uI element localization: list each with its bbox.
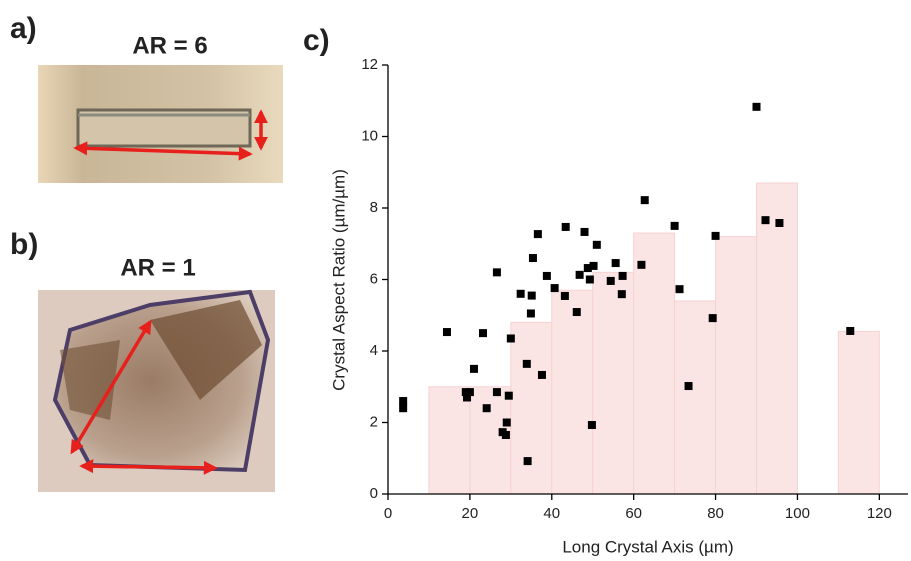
data-point bbox=[537, 370, 546, 379]
data-point bbox=[478, 329, 487, 338]
histogram-bar bbox=[633, 232, 676, 495]
panel-label: b) bbox=[10, 228, 38, 261]
data-point bbox=[516, 289, 525, 298]
data-point bbox=[442, 328, 451, 337]
data-point bbox=[684, 382, 693, 391]
panel-label: a) bbox=[10, 12, 37, 45]
data-point bbox=[399, 404, 408, 413]
data-point bbox=[482, 404, 491, 413]
data-point bbox=[617, 290, 626, 299]
histogram-bar bbox=[837, 330, 880, 495]
data-point bbox=[504, 391, 513, 400]
data-point bbox=[492, 268, 501, 277]
data-point bbox=[528, 254, 537, 263]
histogram-bar bbox=[592, 271, 635, 495]
data-point bbox=[461, 388, 470, 397]
data-point bbox=[463, 393, 472, 402]
data-point bbox=[523, 457, 532, 466]
photo-b bbox=[38, 289, 275, 492]
data-point bbox=[492, 388, 501, 397]
photo-a bbox=[38, 65, 283, 183]
data-point bbox=[637, 260, 646, 269]
histogram-bar bbox=[715, 236, 758, 495]
data-point bbox=[585, 275, 594, 284]
data-point bbox=[670, 221, 679, 230]
y-tick-label: 0 bbox=[370, 485, 378, 502]
data-point bbox=[572, 308, 581, 317]
y-tick-label: 10 bbox=[361, 127, 378, 144]
histogram-bar bbox=[551, 289, 594, 495]
y-tick-label: 2 bbox=[370, 413, 378, 430]
data-point bbox=[502, 418, 511, 427]
data-point bbox=[550, 284, 559, 293]
data-point bbox=[522, 359, 531, 368]
data-point bbox=[618, 271, 627, 280]
histogram-bar bbox=[756, 182, 798, 495]
panel-title: AR = 6 bbox=[132, 32, 207, 59]
x-axis-label: Long Crystal Axis (µm) bbox=[562, 537, 733, 556]
x-tick-label: 60 bbox=[625, 505, 642, 522]
y-tick-label: 8 bbox=[370, 199, 378, 216]
panel-title: AR = 1 bbox=[120, 254, 195, 281]
data-point bbox=[752, 102, 761, 111]
data-point bbox=[527, 291, 536, 300]
data-point bbox=[711, 231, 720, 240]
x-tick-label: 100 bbox=[785, 505, 810, 522]
data-point bbox=[592, 240, 601, 249]
y-tick-label: 4 bbox=[370, 342, 378, 359]
x-tick-label: 40 bbox=[543, 505, 560, 522]
data-point bbox=[708, 314, 717, 323]
histogram-bar bbox=[469, 386, 512, 495]
data-point bbox=[560, 291, 569, 300]
data-point bbox=[611, 259, 620, 268]
data-point bbox=[501, 431, 510, 440]
histogram-bar bbox=[510, 321, 553, 495]
data-point bbox=[583, 264, 592, 273]
data-point bbox=[526, 309, 535, 318]
y-tick-label: 12 bbox=[361, 56, 378, 73]
x-tick-label: 0 bbox=[384, 505, 392, 522]
data-point bbox=[575, 270, 584, 279]
data-point bbox=[640, 196, 649, 205]
y-axis-label: Crystal Aspect Ratio (µm/µm) bbox=[329, 169, 348, 391]
data-point bbox=[587, 421, 596, 430]
histogram-bar bbox=[428, 386, 471, 495]
data-point bbox=[580, 227, 589, 236]
data-point bbox=[465, 388, 474, 397]
x-tick-label: 80 bbox=[707, 505, 724, 522]
data-point bbox=[775, 219, 784, 228]
data-point bbox=[589, 261, 598, 270]
x-tick-label: 20 bbox=[462, 505, 479, 522]
histogram-bar bbox=[674, 300, 717, 495]
data-point bbox=[561, 222, 570, 231]
y-tick-label: 6 bbox=[370, 270, 378, 287]
data-point bbox=[675, 285, 684, 294]
data-point bbox=[761, 216, 770, 225]
x-tick-label: 120 bbox=[867, 505, 892, 522]
data-point bbox=[399, 397, 408, 406]
data-point bbox=[506, 334, 515, 343]
data-point bbox=[606, 276, 615, 285]
data-point bbox=[469, 364, 478, 373]
data-point bbox=[846, 326, 855, 335]
data-point bbox=[542, 271, 551, 280]
panel-label: c) bbox=[303, 24, 330, 57]
data-point bbox=[533, 230, 542, 239]
